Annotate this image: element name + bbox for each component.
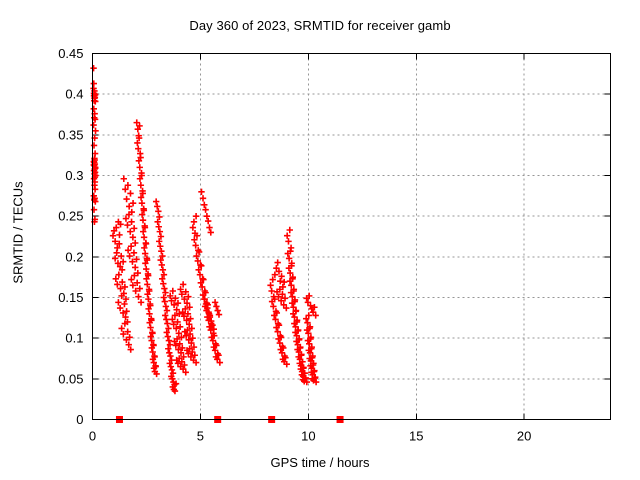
svg-text:5: 5 xyxy=(197,429,204,444)
svg-text:0.35: 0.35 xyxy=(58,127,83,142)
axis-tick-labels: 0 0.05 0.1 0.15 0.2 0.25 0.3 0.35 0.4 0.45 0 5 10 15 2… xyxy=(58,46,531,444)
svg-text:0.2: 0.2 xyxy=(65,249,83,264)
data-points xyxy=(90,64,320,395)
gridlines xyxy=(92,53,611,420)
svg-text:0: 0 xyxy=(89,429,96,444)
svg-text:0.1: 0.1 xyxy=(65,331,83,346)
svg-text:10: 10 xyxy=(301,429,315,444)
plot-frame xyxy=(92,53,611,420)
chart-title: Day 360 of 2023, SRMTID for receiver gam… xyxy=(189,18,451,33)
svg-text:0: 0 xyxy=(76,412,83,427)
svg-text:0.3: 0.3 xyxy=(65,168,83,183)
x-axis-label: GPS time / hours xyxy=(270,455,370,470)
svg-text:0.05: 0.05 xyxy=(58,371,83,386)
svg-text:0.45: 0.45 xyxy=(58,46,83,61)
svg-text:15: 15 xyxy=(409,429,423,444)
svg-text:0.25: 0.25 xyxy=(58,209,83,224)
svg-text:0.4: 0.4 xyxy=(65,87,83,102)
svg-text:20: 20 xyxy=(517,429,531,444)
svg-text:0.15: 0.15 xyxy=(58,290,83,305)
